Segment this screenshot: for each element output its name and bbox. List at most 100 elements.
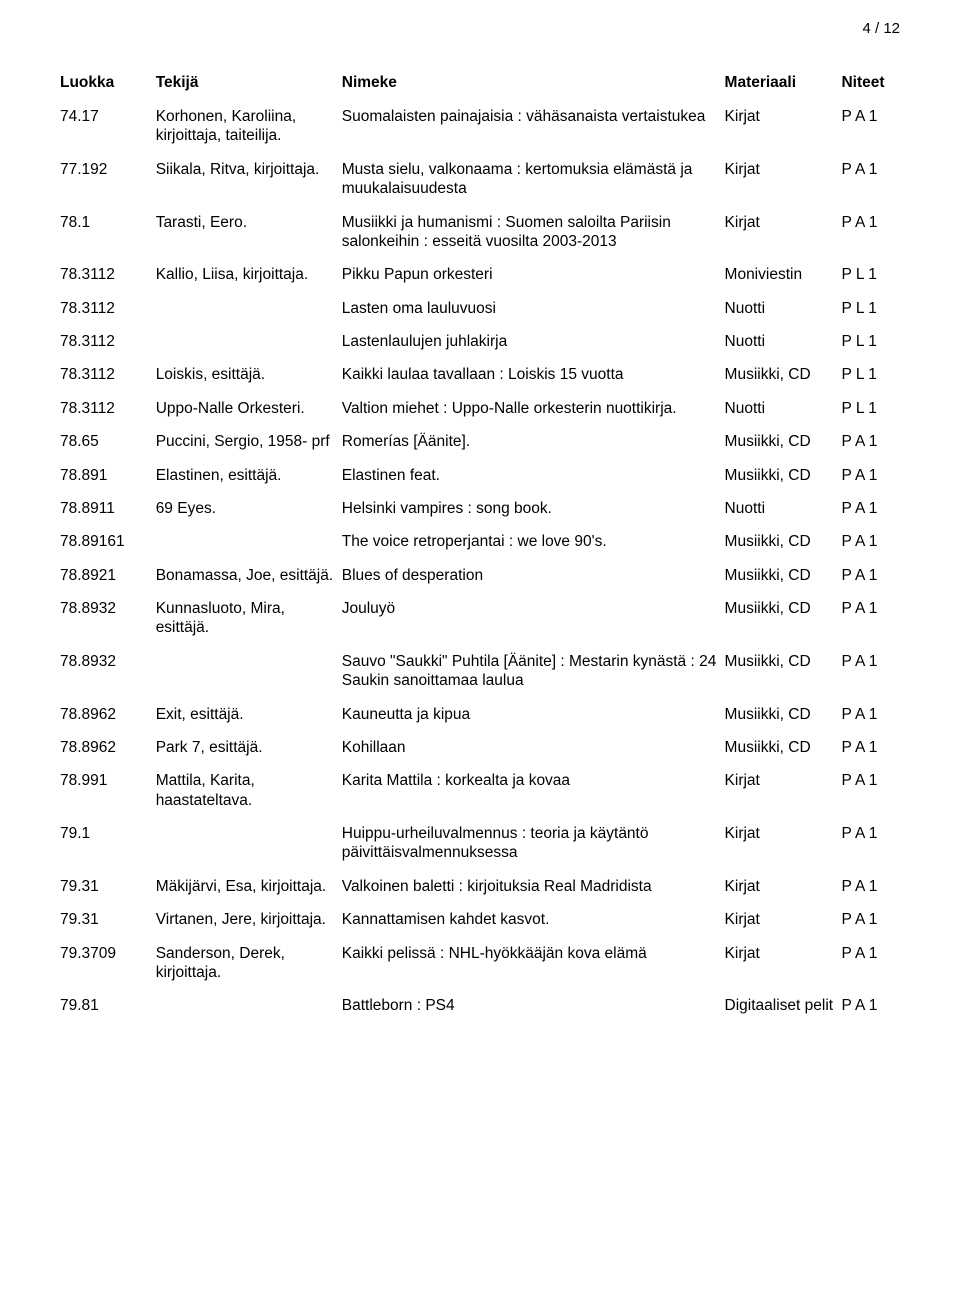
table-row: 78.1Tarasti, Eero.Musiikki ja humanismi … — [60, 206, 900, 259]
cell-tekija: Sanderson, Derek, kirjoittaja. — [156, 937, 342, 990]
table-row: 78.3112Uppo-Nalle Orkesteri.Valtion mieh… — [60, 392, 900, 425]
col-niteet: Niteet — [841, 70, 900, 100]
cell-nimeke: Blues of desperation — [342, 559, 725, 592]
cell-tekija: Virtanen, Jere, kirjoittaja. — [156, 903, 342, 936]
cell-nimeke: Huippu-urheiluvalmennus : teoria ja käyt… — [342, 817, 725, 870]
cell-tekija: Loiskis, esittäjä. — [156, 358, 342, 391]
cell-niteet: P A 1 — [841, 698, 900, 731]
col-luokka: Luokka — [60, 70, 156, 100]
table-row: 79.3709Sanderson, Derek, kirjoittaja.Kai… — [60, 937, 900, 990]
cell-nimeke: Musta sielu, valkonaama : kertomuksia el… — [342, 153, 725, 206]
cell-luokka: 78.991 — [60, 764, 156, 817]
cell-materiaali: Musiikki, CD — [725, 425, 842, 458]
cell-materiaali: Kirjat — [725, 153, 842, 206]
table-row: 78.991Mattila, Karita, haastateltava.Kar… — [60, 764, 900, 817]
cell-materiaali: Kirjat — [725, 903, 842, 936]
col-tekija: Tekijä — [156, 70, 342, 100]
table-row: 74.17Korhonen, Karoliina, kirjoittaja, t… — [60, 100, 900, 153]
cell-materiaali: Digitaaliset pelit — [725, 989, 842, 1022]
cell-luokka: 77.192 — [60, 153, 156, 206]
table-row: 79.1 Huippu-urheiluvalmennus : teoria ja … — [60, 817, 900, 870]
cell-niteet: P A 1 — [841, 525, 900, 558]
cell-materiaali: Kirjat — [725, 937, 842, 990]
cell-niteet: P A 1 — [841, 764, 900, 817]
cell-materiaali: Musiikki, CD — [725, 525, 842, 558]
cell-nimeke: Karita Mattila : korkealta ja kovaa — [342, 764, 725, 817]
cell-luokka: 78.1 — [60, 206, 156, 259]
cell-luokka: 79.3709 — [60, 937, 156, 990]
cell-luokka: 78.3112 — [60, 358, 156, 391]
cell-tekija: Siikala, Ritva, kirjoittaja. — [156, 153, 342, 206]
cell-niteet: P A 1 — [841, 425, 900, 458]
cell-tekija: Park 7, esittäjä. — [156, 731, 342, 764]
cell-nimeke: Kohillaan — [342, 731, 725, 764]
page-number: 4 / 12 — [862, 20, 900, 37]
cell-materiaali: Kirjat — [725, 206, 842, 259]
table-row: 78.65Puccini, Sergio, 1958- prfRomerías … — [60, 425, 900, 458]
cell-materiaali: Musiikki, CD — [725, 358, 842, 391]
cell-nimeke: Kaikki pelissä : NHL-hyökkääjän kova elä… — [342, 937, 725, 990]
cell-luokka: 78.8911 — [60, 492, 156, 525]
cell-nimeke: Kannattamisen kahdet kasvot. — [342, 903, 725, 936]
table-row: 78.8962Park 7, esittäjä.KohillaanMusiikk… — [60, 731, 900, 764]
cell-luokka: 78.3112 — [60, 258, 156, 291]
cell-nimeke: Kaikki laulaa tavallaan : Loiskis 15 vuo… — [342, 358, 725, 391]
cell-niteet: P A 1 — [841, 459, 900, 492]
cell-niteet: P A 1 — [841, 731, 900, 764]
cell-luokka: 78.65 — [60, 425, 156, 458]
cell-nimeke: Battleborn : PS4 — [342, 989, 725, 1022]
cell-niteet: P A 1 — [841, 870, 900, 903]
table-row: 78.3112Lasten oma lauluvuosiNuottiP L 1 — [60, 292, 900, 325]
cell-tekija: Tarasti, Eero. — [156, 206, 342, 259]
cell-materiaali: Nuotti — [725, 325, 842, 358]
cell-materiaali: Musiikki, CD — [725, 698, 842, 731]
cell-niteet: P A 1 — [841, 817, 900, 870]
cell-tekija: Kallio, Liisa, kirjoittaja. — [156, 258, 342, 291]
cell-luokka: 78.3112 — [60, 392, 156, 425]
cell-niteet: P L 1 — [841, 358, 900, 391]
cell-tekija — [156, 325, 342, 358]
table-row: 78.3112Kallio, Liisa, kirjoittaja.Pikku … — [60, 258, 900, 291]
cell-nimeke: Helsinki vampires : song book. — [342, 492, 725, 525]
cell-luokka: 74.17 — [60, 100, 156, 153]
cell-tekija: Mäkijärvi, Esa, kirjoittaja. — [156, 870, 342, 903]
cell-nimeke: Kauneutta ja kipua — [342, 698, 725, 731]
cell-niteet: P A 1 — [841, 645, 900, 698]
cell-luokka: 78.8962 — [60, 698, 156, 731]
table-row: 79.81Battleborn : PS4Digitaaliset pelitP… — [60, 989, 900, 1022]
cell-tekija — [156, 817, 342, 870]
cell-nimeke: The voice retroperjantai : we love 90's. — [342, 525, 725, 558]
cell-materiaali: Kirjat — [725, 870, 842, 903]
cell-tekija: Korhonen, Karoliina, kirjoittaja, taitei… — [156, 100, 342, 153]
cell-niteet: P A 1 — [841, 937, 900, 990]
cell-luokka: 78.89161 — [60, 525, 156, 558]
cell-materiaali: Nuotti — [725, 392, 842, 425]
cell-tekija: Elastinen, esittäjä. — [156, 459, 342, 492]
table-body: 74.17Korhonen, Karoliina, kirjoittaja, t… — [60, 100, 900, 1023]
cell-nimeke: Lasten oma lauluvuosi — [342, 292, 725, 325]
cell-niteet: P A 1 — [841, 559, 900, 592]
cell-materiaali: Nuotti — [725, 292, 842, 325]
cell-luokka: 78.8962 — [60, 731, 156, 764]
cell-tekija: Kunnasluoto, Mira, esittäjä. — [156, 592, 342, 645]
cell-tekija: 69 Eyes. — [156, 492, 342, 525]
cell-niteet: P A 1 — [841, 989, 900, 1022]
cell-luokka: 78.891 — [60, 459, 156, 492]
cell-niteet: P A 1 — [841, 492, 900, 525]
cell-luokka: 79.1 — [60, 817, 156, 870]
cell-niteet: P L 1 — [841, 325, 900, 358]
cell-tekija — [156, 645, 342, 698]
cell-materiaali: Kirjat — [725, 764, 842, 817]
page-container: 4 / 12 Luokka Tekijä Nimeke Materiaali N… — [0, 0, 960, 1301]
cell-niteet: P A 1 — [841, 592, 900, 645]
table-header-row: Luokka Tekijä Nimeke Materiaali Niteet — [60, 70, 900, 100]
cell-tekija: Bonamassa, Joe, esittäjä. — [156, 559, 342, 592]
table-row: 78.8932Kunnasluoto, Mira, esittäjä.Joulu… — [60, 592, 900, 645]
cell-luokka: 78.8932 — [60, 645, 156, 698]
cell-tekija: Mattila, Karita, haastateltava. — [156, 764, 342, 817]
cell-nimeke: Musiikki ja humanismi : Suomen saloilta … — [342, 206, 725, 259]
table-row: 78.8932Sauvo "Saukki" Puhtila [Äänite] :… — [60, 645, 900, 698]
col-nimeke: Nimeke — [342, 70, 725, 100]
cell-luokka: 79.31 — [60, 870, 156, 903]
cell-niteet: P A 1 — [841, 206, 900, 259]
